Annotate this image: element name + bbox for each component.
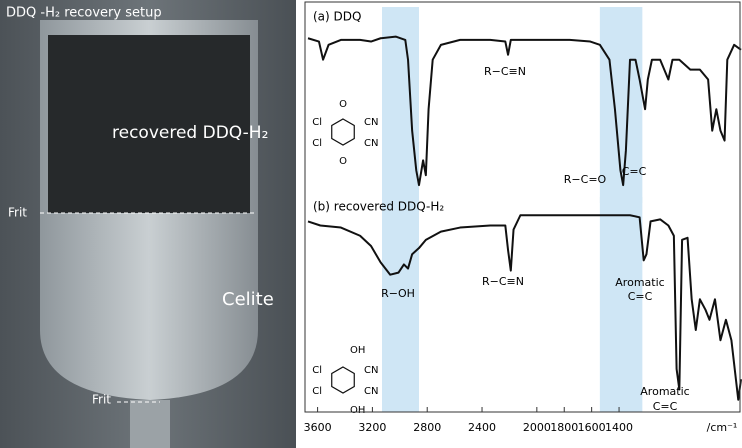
photo-label: Frit [8,206,27,220]
x-tick-label: 1800 [550,421,578,434]
x-tick-label: 3200 [358,421,386,434]
ring [331,366,355,394]
x-tick-label: 3600 [304,421,332,434]
structure-label: Cl [312,386,322,397]
highlight-band [381,7,419,203]
x-tick-label: 2400 [468,421,496,434]
photo-label: recovered DDQ-H₂ [112,123,268,143]
annotation: C=C [653,400,678,413]
plot-frame [304,1,741,413]
x-tick-label: 2800 [413,421,441,434]
spectrum [307,214,742,401]
structure-label: CN [364,386,378,397]
x-axis-label: /cm⁻¹ [707,421,738,434]
structure-label: O [339,99,347,110]
structure-label: O [339,156,347,167]
structure-label: OH [350,345,365,356]
annotation: R−C=O [564,173,607,186]
ring [331,118,355,146]
tube-stem [130,400,170,448]
annotation: Aromatic [615,276,664,289]
panel-title: (a) DDQ [313,10,361,24]
x-tick-label: 1400 [605,421,633,434]
photo-label: Celite [222,289,274,310]
ddq-layer [48,35,250,213]
photo-label: Frit [92,393,111,407]
structure-label: Cl [312,138,322,149]
panel-title: (b) recovered DDQ-H₂ [313,200,444,214]
annotation: C=C [622,165,647,178]
spectra: (a) DDQ R−C≡N R−C=O C=C O O Cl Cl CN CN (b) recove… [304,7,742,434]
structure-label: CN [364,138,378,149]
structure-label: Cl [312,365,322,376]
structure-label: CN [364,117,378,128]
structure-label: CN [364,365,378,376]
structure-label: Cl [312,117,322,128]
spectrum [307,35,742,187]
highlight-band [381,197,419,412]
annotation: Aromatic [640,385,689,398]
annotation: C=C [628,290,653,303]
x-tick-label: 2000 [523,421,551,434]
photo-title: DDQ -H₂ recovery setup [6,6,162,21]
annotation: R−OH [381,287,415,300]
annotation: R−C≡N [484,65,526,78]
structure-label: OH [350,405,365,416]
annotation: R−C≡N [482,275,524,288]
highlight-band [599,197,643,412]
x-tick-label: 1600 [578,421,606,434]
photo: DDQ -H₂ recovery setup recovered DDQ-H₂ … [0,0,296,448]
